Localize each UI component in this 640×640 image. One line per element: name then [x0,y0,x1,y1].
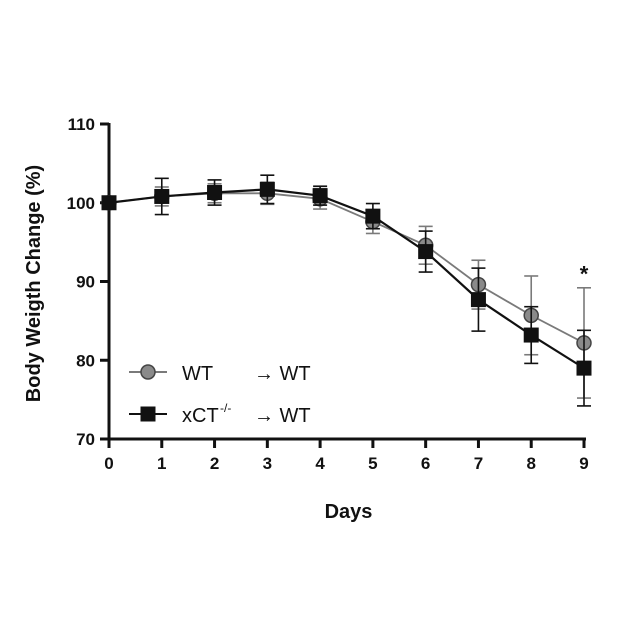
data-point [102,196,116,210]
x-tick-label: 1 [157,454,166,473]
x-tick-label: 5 [368,454,377,473]
x-tick-label: 8 [526,454,535,473]
legend-item-0: WT → WT [129,363,311,385]
y-tick-label: 110 [68,115,95,134]
y-tick-label: 90 [76,273,95,292]
x-tick-label: 0 [104,454,113,473]
significance-asterisk: * [580,262,589,287]
data-point [577,361,591,375]
legend-marker [141,365,155,379]
series-0 [102,182,591,398]
data-point [366,209,380,223]
x-tick-label: 4 [315,454,325,473]
data-point [524,328,538,342]
series-line [109,193,584,343]
y-tick-label: 100 [67,194,95,213]
x-tick-label: 2 [210,454,219,473]
legend-item-1: xCT-/- → WT [129,401,311,427]
y-tick-label: 70 [76,430,95,449]
x-axis-title: Days [325,501,373,523]
y-axis-title: Body Weigth Change (%) [23,165,45,402]
data-point [313,189,327,203]
data-point [471,293,485,307]
legend-marker [141,407,155,421]
x-tick-label: 9 [579,454,588,473]
axes: 70 80 90 100 110 0 1 2 3 4 5 6 7 8 9 Days Body Weigth Ch… [23,115,589,523]
legend: WT → WT xCT-/- → WT [129,363,311,427]
legend-arrow-label: → WT [254,405,311,427]
data-point [260,182,274,196]
series-layer [102,175,591,406]
legend-label: xCT [182,405,219,427]
x-tick-label: 6 [421,454,430,473]
data-point [208,186,222,200]
series-line [109,189,584,368]
x-tick-label: 3 [263,454,272,473]
y-tick-label: 80 [76,351,95,370]
data-point [419,245,433,259]
x-tick-label: 7 [474,454,483,473]
legend-arrow-label: → WT [254,363,311,385]
legend-label: WT [182,363,213,385]
legend-superscript: -/- [220,401,231,415]
data-point [155,189,169,203]
annotation-layer: * [580,262,589,287]
